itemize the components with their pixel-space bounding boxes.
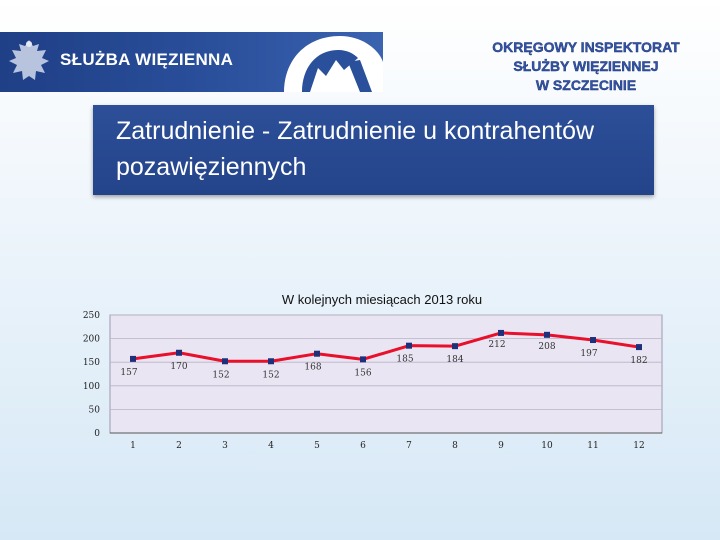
data-label: 184 — [446, 355, 463, 365]
y-tick-label: 200 — [83, 335, 100, 345]
data-point — [130, 355, 136, 362]
y-tick-label: 150 — [83, 358, 100, 368]
eagle-emblem-icon — [9, 40, 49, 80]
x-tick-label: 6 — [360, 441, 366, 451]
data-point — [222, 358, 228, 365]
data-point — [314, 350, 320, 357]
data-label: 212 — [488, 340, 505, 350]
slide-title: Zatrudnienie - Zatrudnienie u kontrahent… — [116, 117, 595, 181]
data-label: 185 — [396, 355, 413, 365]
data-label: 152 — [212, 370, 229, 380]
data-point — [452, 343, 458, 350]
data-point — [360, 356, 366, 363]
x-tick-label: 12 — [633, 441, 644, 451]
data-point — [544, 331, 550, 338]
data-point — [268, 358, 274, 365]
chart-title: W kolejnych miesiącach 2013 roku — [282, 292, 482, 307]
x-tick-label: 2 — [176, 441, 182, 451]
x-tick-label: 9 — [498, 441, 504, 451]
sw-logo-icon — [284, 36, 383, 92]
data-label: 182 — [630, 356, 647, 366]
data-label: 152 — [262, 370, 279, 380]
x-tick-label: 5 — [314, 441, 320, 451]
x-tick-label: 8 — [452, 441, 458, 451]
office-line-2: SŁUŻBY WIĘZIENNEJ — [513, 58, 659, 74]
data-label: 168 — [304, 363, 321, 373]
office-line-3: W SZCZECINIE — [535, 77, 637, 93]
data-label: 197 — [580, 349, 597, 359]
data-point — [498, 329, 504, 336]
data-label: 156 — [354, 368, 371, 378]
org-name: SŁUŻBA WIĘZIENNA — [60, 50, 234, 69]
data-point — [636, 344, 642, 351]
y-tick-label: 50 — [89, 405, 101, 415]
office-name: OKRĘGOWY INSPEKTORAT SŁUŻBY WIĘZIENNEJ W… — [470, 38, 702, 95]
plot-background — [109, 314, 663, 434]
series-line — [132, 331, 640, 363]
data-point — [176, 349, 182, 356]
x-tick-label: 7 — [406, 441, 412, 451]
data-point — [406, 342, 412, 349]
x-tick-label: 10 — [541, 441, 553, 451]
y-tick-label: 100 — [83, 382, 100, 392]
data-point — [590, 337, 596, 344]
line-chart: W kolejnych miesiącach 2013 roku 0 50 100 1… — [83, 292, 663, 451]
header-banner: SŁUŻBA WIĘZIENNA — [0, 32, 383, 92]
data-label: 157 — [120, 368, 137, 378]
slide-title-box: Zatrudnienie - Zatrudnienie u kontrahent… — [93, 105, 654, 195]
y-tick-label: 250 — [83, 311, 100, 321]
x-tick-label: 11 — [587, 441, 598, 451]
x-tick-label: 3 — [222, 441, 228, 451]
office-line-1: OKRĘGOWY INSPEKTORAT — [492, 39, 680, 55]
x-tick-label: 4 — [268, 441, 274, 451]
y-tick-label: 0 — [94, 429, 100, 439]
data-label: 170 — [170, 362, 187, 372]
x-tick-label: 1 — [130, 441, 136, 451]
data-label: 208 — [538, 342, 555, 352]
